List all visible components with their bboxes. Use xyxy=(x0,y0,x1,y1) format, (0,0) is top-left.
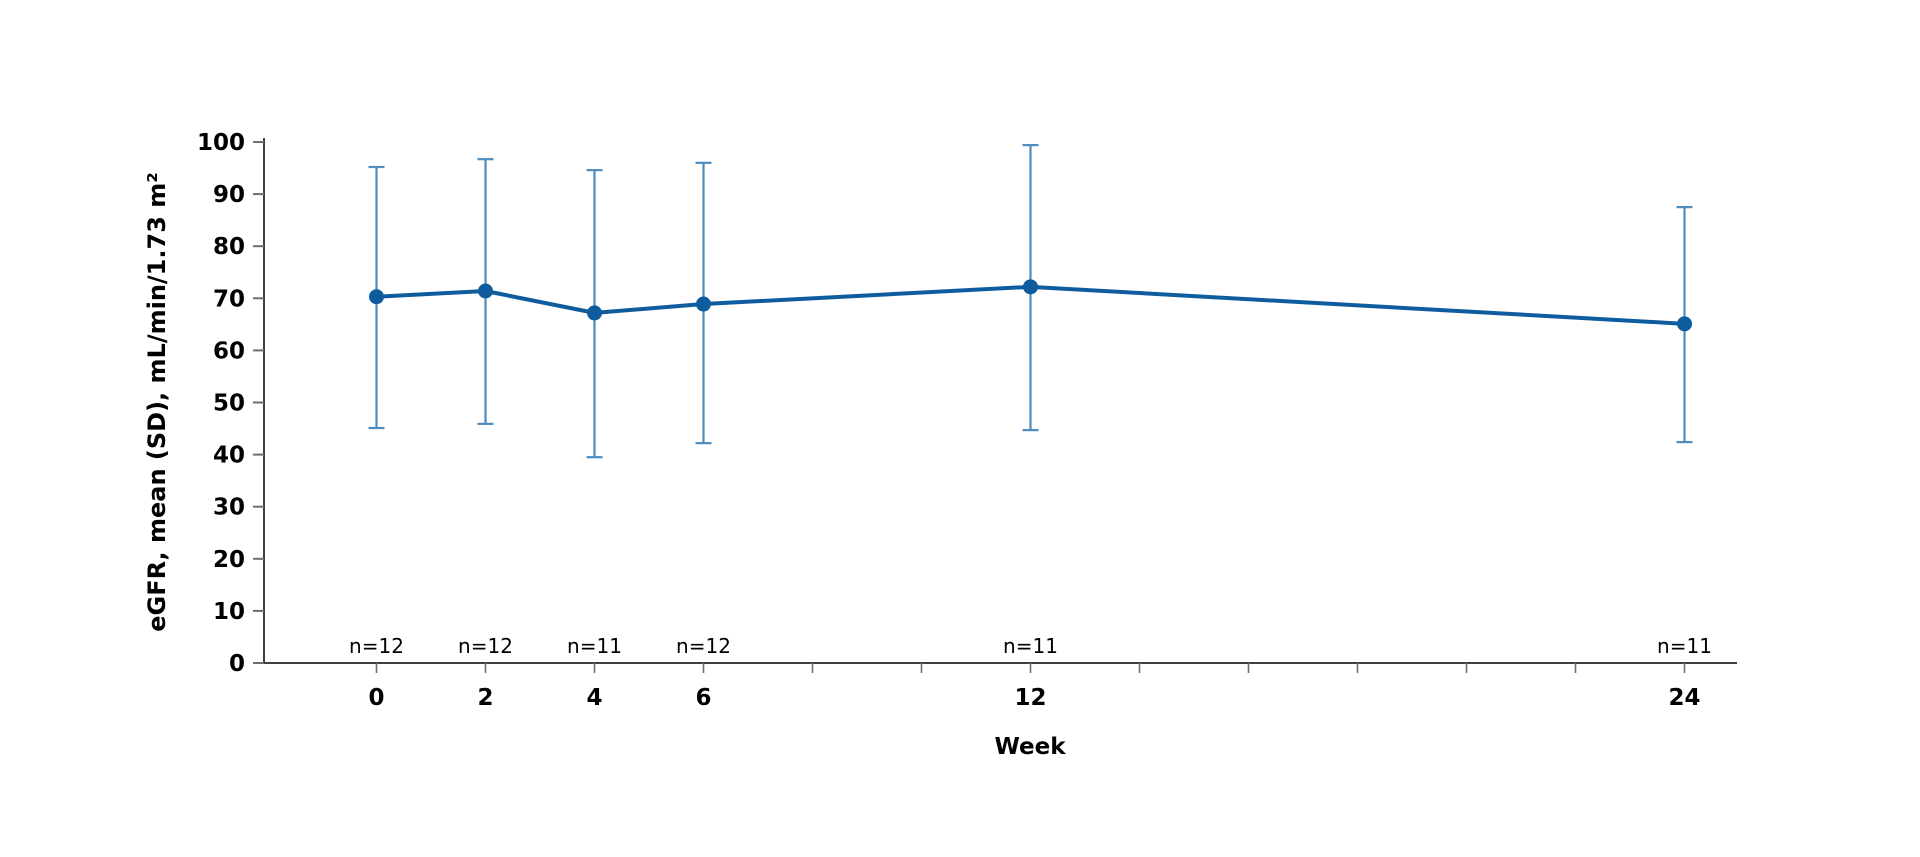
y-axis-title: eGFR, mean (SD), mL/min/1.73 m² xyxy=(143,172,171,632)
x-tick-label: 2 xyxy=(477,685,493,711)
data-point-marker xyxy=(1023,279,1038,295)
data-point-marker xyxy=(587,305,602,321)
x-axis-title: Week xyxy=(994,734,1066,760)
data-point-marker xyxy=(369,289,384,305)
y-tick-label: 90 xyxy=(213,182,245,208)
n-count-label: n=12 xyxy=(458,634,513,658)
x-tick-label: 24 xyxy=(1668,685,1700,711)
data-point-marker xyxy=(1677,316,1692,332)
data-point-marker xyxy=(696,296,711,312)
y-tick-label: 20 xyxy=(213,547,245,573)
y-tick-label: 0 xyxy=(229,651,245,677)
n-count-label: n=11 xyxy=(567,634,622,658)
y-tick-label: 100 xyxy=(197,130,245,156)
data-point-marker xyxy=(478,283,493,299)
x-tick-label: 12 xyxy=(1014,685,1046,711)
y-tick-label: 30 xyxy=(213,495,245,521)
n-count-label: n=11 xyxy=(1657,634,1712,658)
y-tick-label: 80 xyxy=(213,234,245,260)
n-count-label: n=12 xyxy=(349,634,404,658)
y-tick-label: 40 xyxy=(213,443,245,469)
y-tick-label: 70 xyxy=(213,286,245,312)
y-tick-label: 10 xyxy=(213,599,245,625)
series-line xyxy=(374,284,1687,326)
y-tick-label: 60 xyxy=(213,338,245,364)
x-tick-label: 0 xyxy=(368,685,384,711)
y-tick-label: 50 xyxy=(213,391,245,417)
n-count-label: n=12 xyxy=(676,634,731,658)
n-count-label: n=11 xyxy=(1003,634,1058,658)
x-tick-label: 4 xyxy=(586,685,602,711)
x-tick-label: 6 xyxy=(695,685,711,711)
